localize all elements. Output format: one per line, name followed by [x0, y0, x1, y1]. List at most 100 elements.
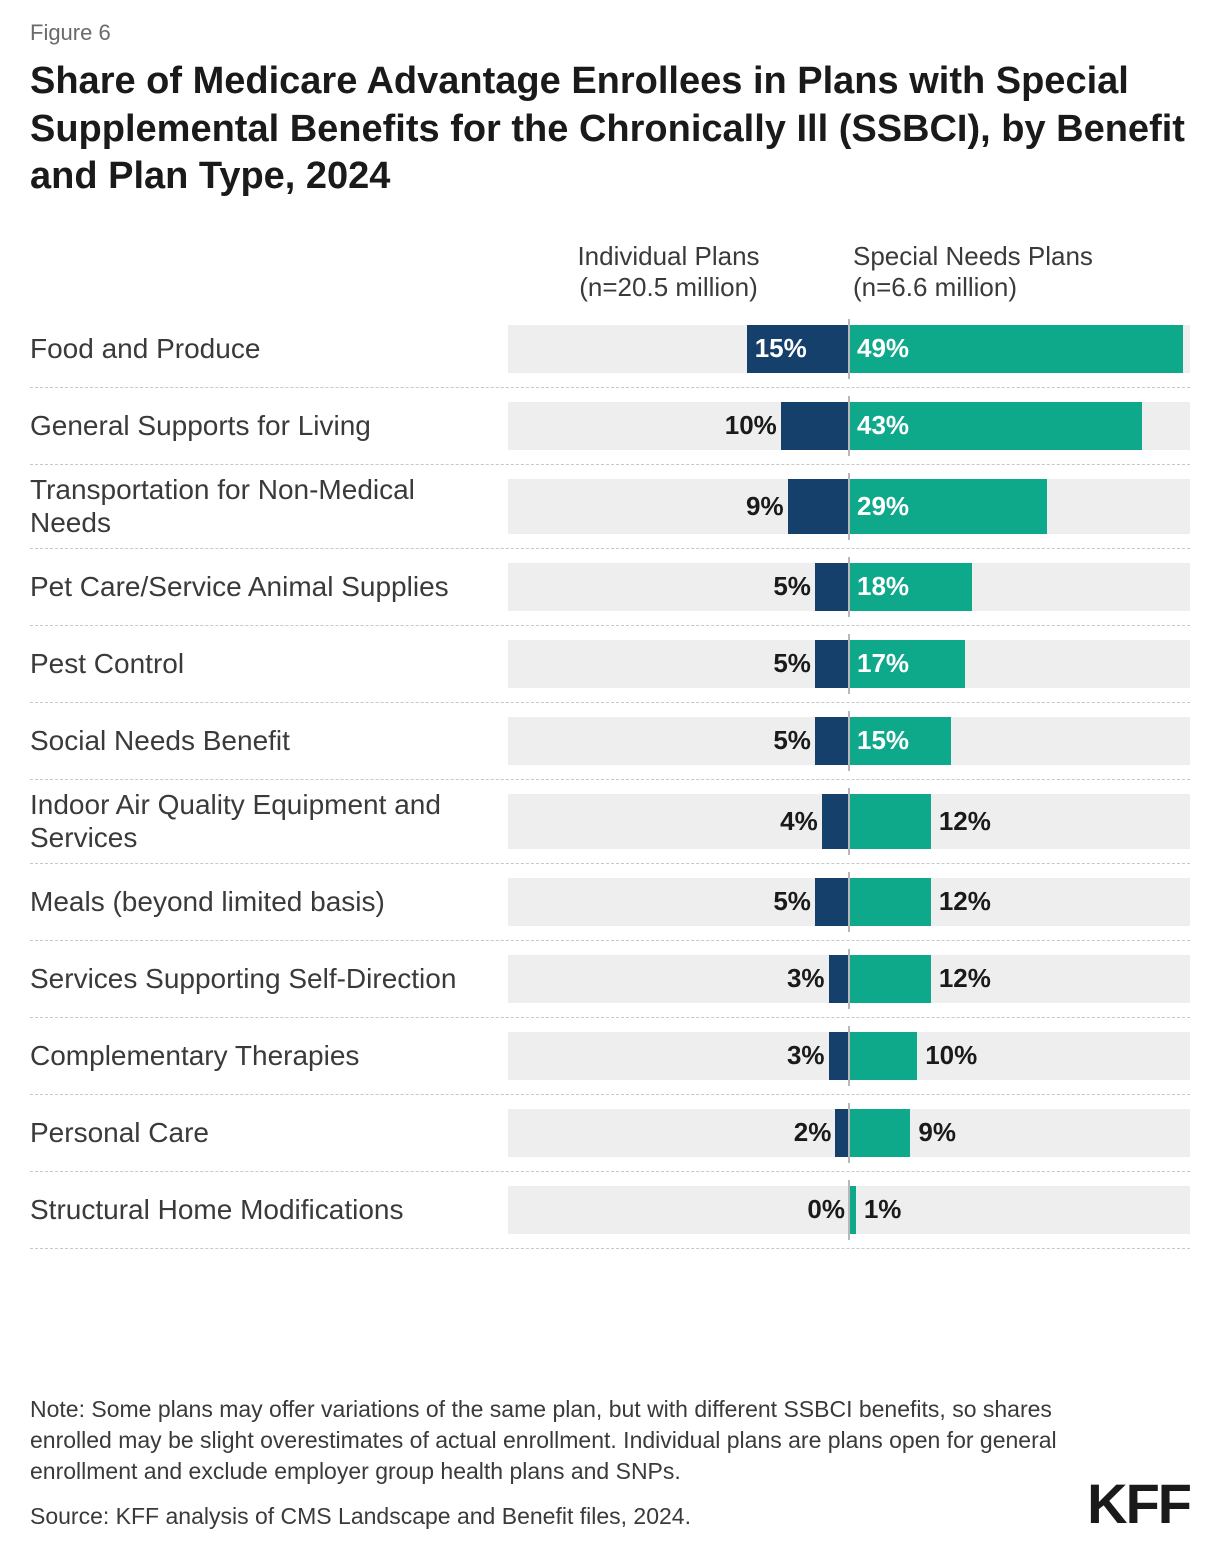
- row-label: Indoor Air Quality Equipment and Service…: [30, 788, 508, 855]
- right-bar: [849, 955, 931, 1003]
- chart-row: Structural Home Modifications0%1%: [30, 1172, 1190, 1249]
- header-individual-plans: Individual Plans (n=20.5 million): [500, 241, 843, 303]
- left-value-label: 10%: [725, 410, 777, 441]
- right-value-label: 1%: [864, 1194, 902, 1225]
- right-half: 29%: [849, 473, 1190, 540]
- right-value-label: 18%: [857, 571, 909, 602]
- row-bars: 3% 12%: [508, 949, 1190, 1009]
- left-bar: [815, 878, 849, 926]
- left-value-label: 5%: [773, 725, 811, 756]
- left-half: 3%: [508, 949, 849, 1009]
- left-bar: [829, 1032, 849, 1080]
- left-bar: [815, 640, 849, 688]
- right-value-label: 12%: [939, 886, 991, 917]
- zero-axis-line: [848, 1103, 850, 1163]
- zero-axis-line: [848, 711, 850, 771]
- figure-label: Figure 6: [30, 20, 1190, 46]
- row-bars: 5% 18%: [508, 557, 1190, 617]
- left-half: 4%: [508, 788, 849, 855]
- zero-axis-line: [848, 396, 850, 456]
- header-bar-area: Individual Plans (n=20.5 million) Specia…: [500, 241, 1190, 303]
- left-value-label: 5%: [773, 886, 811, 917]
- right-value-label: 15%: [857, 725, 909, 756]
- right-value-label: 10%: [925, 1040, 977, 1071]
- row-label: Pest Control: [30, 634, 508, 694]
- header-special-needs-plans: Special Needs Plans (n=6.6 million): [843, 241, 1190, 303]
- row-label: Services Supporting Self-Direction: [30, 949, 508, 1009]
- header-left-name: Individual Plans: [577, 241, 759, 271]
- right-bar: [849, 794, 931, 849]
- footnote: Note: Some plans may offer variations of…: [30, 1394, 1057, 1487]
- right-half: 12%: [849, 949, 1190, 1009]
- left-value-label: 0%: [807, 1194, 845, 1225]
- chart-row: General Supports for Living10%43%: [30, 388, 1190, 465]
- right-bar: 17%: [849, 640, 965, 688]
- row-bars: 15% 49%: [508, 319, 1190, 379]
- left-value-label: 5%: [773, 648, 811, 679]
- right-bar: 43%: [849, 402, 1142, 450]
- chart-row: Personal Care2%9%: [30, 1095, 1190, 1172]
- figure-page: Figure 6 Share of Medicare Advantage Enr…: [0, 0, 1220, 1562]
- column-headers: Individual Plans (n=20.5 million) Specia…: [30, 241, 1190, 303]
- chart-row: Transportation for Non-Medical Needs 9% 29…: [30, 465, 1190, 549]
- zero-axis-line: [848, 473, 850, 540]
- right-bar: [849, 1032, 917, 1080]
- left-half: 0%: [508, 1180, 849, 1240]
- left-half: 5%: [508, 711, 849, 771]
- left-bar: 15%: [747, 325, 849, 373]
- chart-row: Complementary Therapies 3% 10%: [30, 1018, 1190, 1095]
- footer-text: Note: Some plans may offer variations of…: [30, 1394, 1057, 1532]
- zero-axis-line: [848, 1180, 850, 1240]
- chart-title: Share of Medicare Advantage Enrollees in…: [30, 58, 1190, 201]
- left-half: 9%: [508, 473, 849, 540]
- row-bars: 10% 43%: [508, 396, 1190, 456]
- right-bar: 15%: [849, 717, 951, 765]
- right-half: 12%: [849, 788, 1190, 855]
- chart-row: Food and Produce15%49%: [30, 311, 1190, 388]
- right-value-label: 49%: [857, 333, 909, 364]
- zero-axis-line: [848, 872, 850, 932]
- right-value-label: 12%: [939, 963, 991, 994]
- zero-axis-line: [848, 788, 850, 855]
- left-bar: [822, 794, 849, 849]
- left-value-label: 15%: [747, 333, 807, 364]
- row-label: Personal Care: [30, 1103, 508, 1163]
- left-value-label: 4%: [780, 806, 818, 837]
- left-bar: [815, 717, 849, 765]
- left-value-label: 9%: [746, 491, 784, 522]
- right-bar: [849, 1109, 910, 1157]
- row-bars: 9% 29%: [508, 473, 1190, 540]
- left-half: 3%: [508, 1026, 849, 1086]
- kff-logo: KFF: [1087, 1476, 1190, 1532]
- left-half: 2%: [508, 1103, 849, 1163]
- chart-row: Meals (beyond limited basis)5%12%: [30, 864, 1190, 941]
- left-value-label: 3%: [787, 963, 825, 994]
- right-half: 12%: [849, 872, 1190, 932]
- row-label: Pet Care/Service Animal Supplies: [30, 557, 508, 617]
- chart-row: Indoor Air Quality Equipment and Service…: [30, 780, 1190, 864]
- header-right-sub: (n=6.6 million): [853, 272, 1190, 303]
- row-label: Transportation for Non-Medical Needs: [30, 473, 508, 540]
- left-value-label: 3%: [787, 1040, 825, 1071]
- chart-row: Pest Control 5% 17%: [30, 626, 1190, 703]
- right-half: 18%: [849, 557, 1190, 617]
- chart-row: Services Supporting Self-Direction 3% 12%: [30, 941, 1190, 1018]
- left-half: 5%: [508, 872, 849, 932]
- chart-row: Pet Care/Service Animal Supplies5% 18%: [30, 549, 1190, 626]
- left-half: 5%: [508, 557, 849, 617]
- right-half: 43%: [849, 396, 1190, 456]
- row-bars: 2%9%: [508, 1103, 1190, 1163]
- right-half: 15%: [849, 711, 1190, 771]
- diverging-bar-chart: Individual Plans (n=20.5 million) Specia…: [30, 241, 1190, 1249]
- row-label: Complementary Therapies: [30, 1026, 508, 1086]
- zero-axis-line: [848, 634, 850, 694]
- left-half: 10%: [508, 396, 849, 456]
- right-half: 17%: [849, 634, 1190, 694]
- right-bar: [849, 1186, 856, 1234]
- left-track: [508, 1186, 849, 1234]
- right-value-label: 29%: [857, 491, 909, 522]
- row-bars: 5% 12%: [508, 872, 1190, 932]
- right-value-label: 12%: [939, 806, 991, 837]
- left-bar: [781, 402, 849, 450]
- row-bars: 0% 1%: [508, 1180, 1190, 1240]
